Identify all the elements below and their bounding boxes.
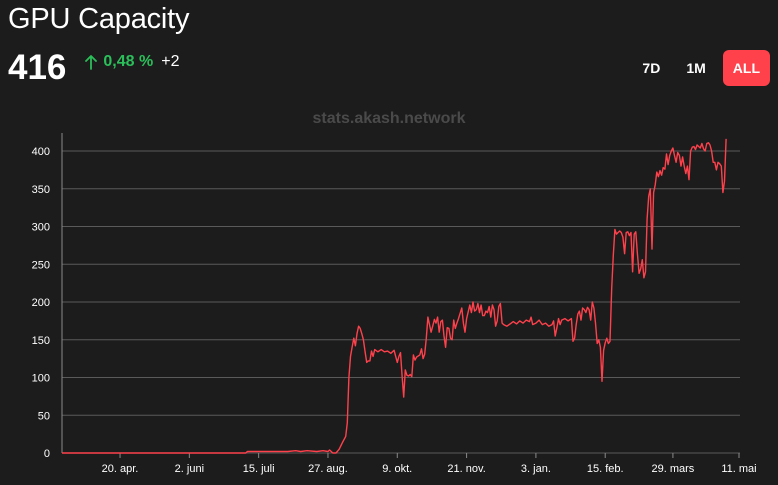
series-line <box>62 138 727 454</box>
y-tick-label: 0 <box>44 448 50 460</box>
y-tick-label: 50 <box>38 410 50 422</box>
y-tick-label: 200 <box>32 297 50 309</box>
x-tick-label: 9. okt. <box>382 463 412 475</box>
x-tick-label: 15. juli <box>243 463 275 475</box>
y-tick-label: 150 <box>32 335 50 347</box>
arrow-up-icon <box>85 55 98 70</box>
current-value: 416 <box>8 48 67 87</box>
range-selector: 7D 1M ALL <box>625 50 770 86</box>
x-tick-label: 20. apr. <box>102 463 139 475</box>
y-tick-label: 250 <box>32 259 50 271</box>
x-tick-label: 29. mars <box>652 463 695 475</box>
range-button-all[interactable]: ALL <box>722 50 770 86</box>
x-tick-label: 21. nov. <box>447 463 485 475</box>
x-tick-label: 3. jan. <box>521 463 551 475</box>
x-tick-label: 15. feb. <box>587 463 624 475</box>
range-button-1m[interactable]: 1M <box>686 60 706 76</box>
y-tick-label: 100 <box>32 373 50 385</box>
y-tick-label: 350 <box>32 184 50 196</box>
change-indicator: 0,48 % +2 <box>84 53 179 71</box>
watermark: stats.akash.network <box>312 110 466 127</box>
y-tick-label: 300 <box>32 222 50 234</box>
metric-summary: 416 0,48 % +2 <box>8 48 179 88</box>
x-tick-label: 2. juni <box>175 463 204 475</box>
change-percent: 0,48 % <box>103 53 154 70</box>
chart-title: GPU Capacity <box>8 3 190 35</box>
y-tick-label: 400 <box>32 146 50 158</box>
x-tick-label: 11. mai <box>721 463 756 475</box>
range-button-7d[interactable]: 7D <box>642 60 661 76</box>
change-absolute: +2 <box>161 53 180 70</box>
x-tick-label: 27. aug. <box>308 463 348 475</box>
